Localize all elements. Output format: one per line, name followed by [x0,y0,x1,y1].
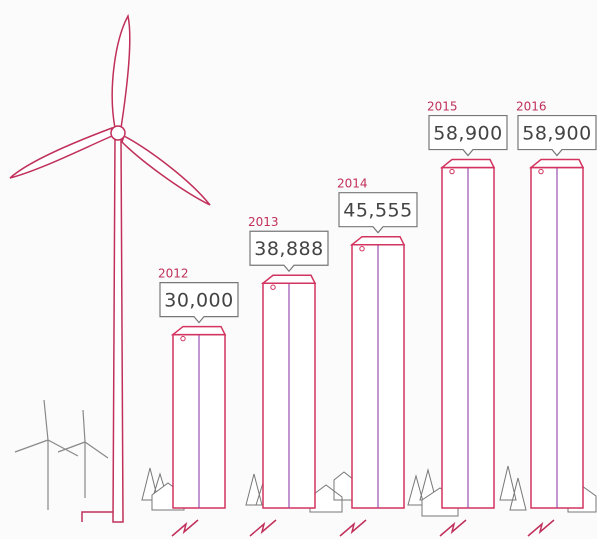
bar-window [181,336,185,340]
bar-window [450,169,454,173]
bar-window [539,169,543,173]
value-label: 45,555 [343,200,412,222]
turbine-tower [113,138,123,522]
value-label: 30,000 [164,290,233,312]
bar-roof [531,160,583,168]
category-label: 2014 [337,177,368,191]
category-label: 2016 [516,100,547,114]
category-label: 2013 [248,215,279,229]
value-label: 58,900 [433,123,502,145]
bar-roof [173,327,225,335]
bar-roof [352,237,404,245]
bar-window [360,246,364,250]
value-label: 38,888 [254,238,323,260]
category-label: 2012 [158,267,189,281]
bar-roof [442,160,494,168]
category-label: 2015 [427,100,458,114]
page: {"chart_data": {"type": "bar", "categori… [0,0,597,539]
bar-roof [263,275,315,283]
turbine-hub [111,126,125,140]
bar-window [271,285,275,289]
value-label: 58,900 [522,123,591,145]
chart: 30,000 2012 38,888 2013 45,555 2014 58,900 2015… [0,0,597,539]
